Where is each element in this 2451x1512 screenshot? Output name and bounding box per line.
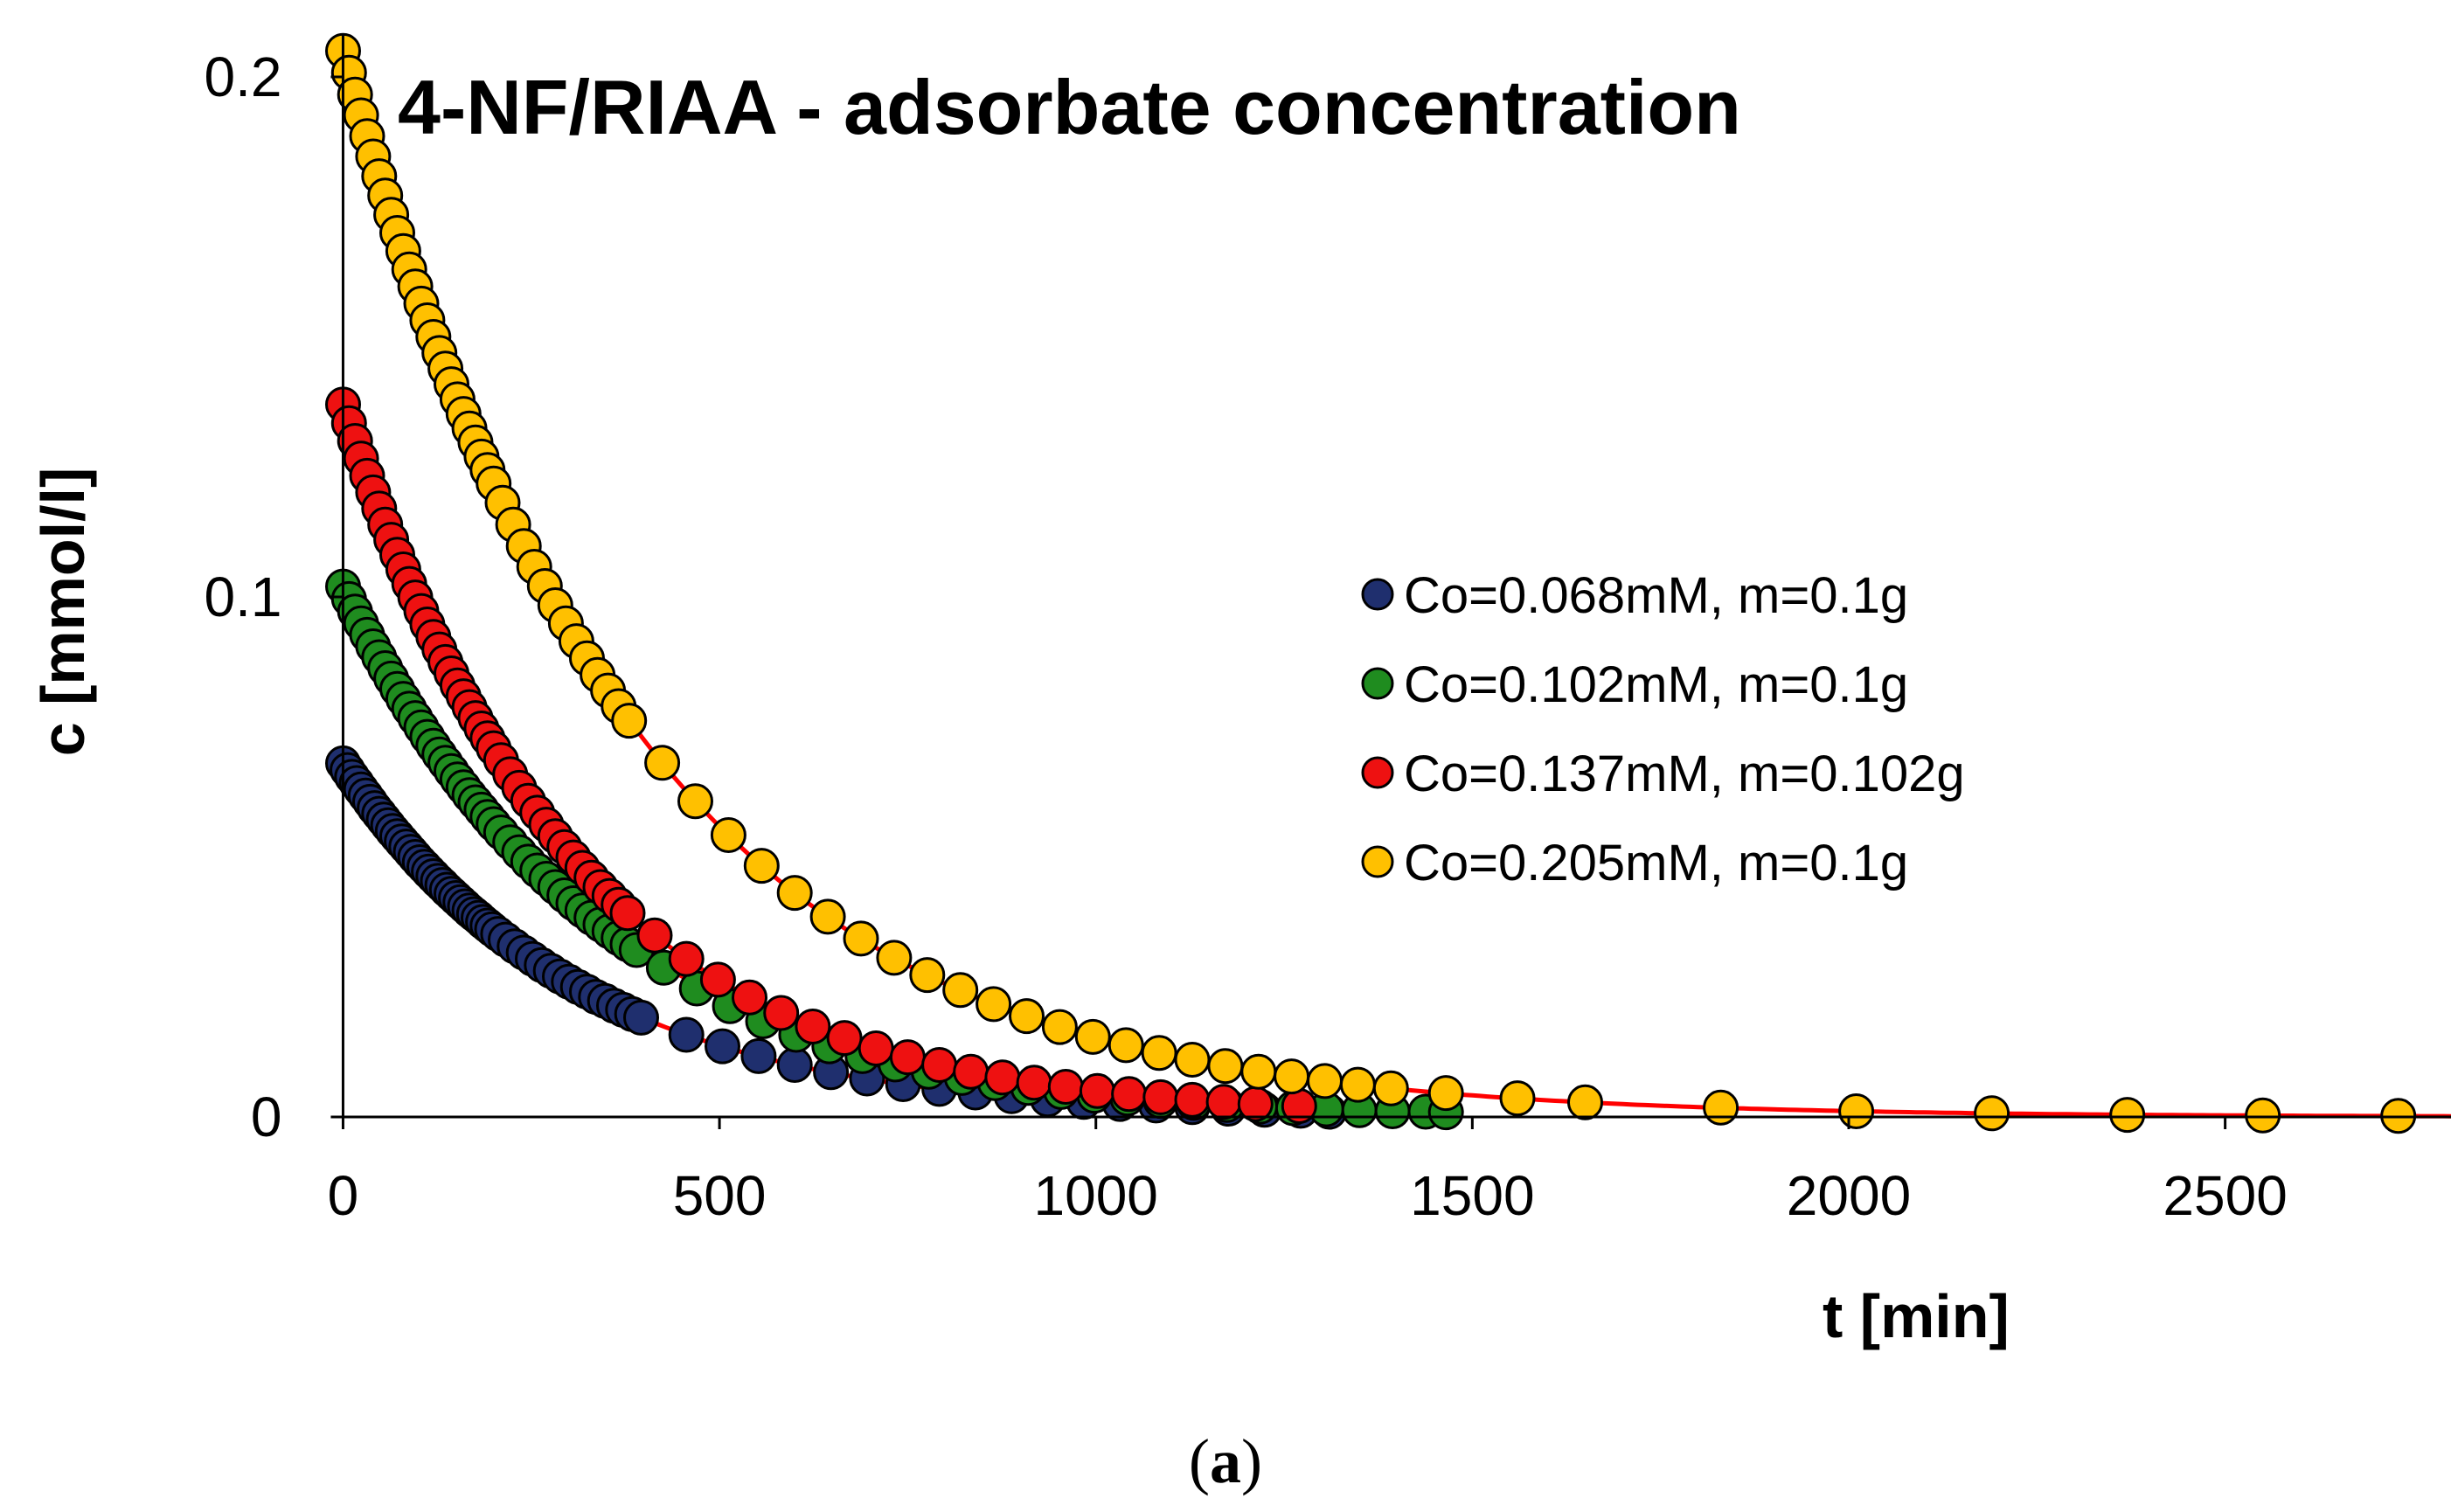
data-point — [644, 745, 681, 781]
data-point — [1174, 1081, 1211, 1118]
data-point — [732, 979, 767, 1016]
x-tick-label: 2000 — [1787, 1164, 1911, 1227]
data-point — [740, 1037, 777, 1074]
legend-marker — [1361, 756, 1394, 789]
data-point — [2109, 1097, 2146, 1134]
data-point — [1427, 1075, 1464, 1112]
data-point — [1274, 1058, 1310, 1095]
y-tick-label: 0.2 — [204, 45, 281, 108]
axes-layer — [341, 35, 2451, 1119]
data-point — [942, 972, 979, 1009]
data-point — [1142, 1079, 1179, 1115]
data-point — [1240, 1053, 1277, 1090]
data-point — [776, 1047, 813, 1083]
data-point — [1703, 1089, 1739, 1126]
data-point — [1339, 1066, 1376, 1103]
data-point — [843, 920, 879, 957]
data-point — [809, 898, 846, 935]
data-point — [953, 1053, 989, 1090]
data-point — [705, 1028, 740, 1065]
data-point — [743, 848, 780, 884]
figure-caption: (a) — [1189, 1426, 1262, 1496]
data-point — [889, 1039, 926, 1076]
data-point — [609, 895, 646, 932]
series-4-points — [325, 32, 2417, 1134]
caption-letter: a — [1210, 1426, 1241, 1496]
caption-open-paren: ( — [1189, 1426, 1210, 1496]
legend-marker — [1361, 667, 1394, 700]
data-point — [636, 917, 673, 954]
legend-label: Co=0.137mM, m=0.102g — [1404, 746, 1965, 802]
data-point — [858, 1030, 894, 1066]
x-ticks: 0 500 1000 1500 2000 2500 — [328, 1117, 2288, 1227]
data-point — [1567, 1084, 1603, 1120]
data-point — [909, 957, 946, 994]
data-point — [1307, 1063, 1343, 1099]
chart-title: 4-NF/RIAA - adsorbate concentration — [398, 64, 1741, 150]
legend: Co=0.068mM, m=0.1g Co=0.102mM, m=0.1g Co=0… — [1361, 567, 1965, 891]
x-tick-label: 500 — [673, 1164, 767, 1227]
data-point — [1237, 1085, 1274, 1122]
y-axis-title: c [mmol/l] — [29, 468, 97, 757]
x-tick-label: 1500 — [1410, 1164, 1534, 1227]
data-point — [1499, 1080, 1536, 1117]
legend-label: Co=0.205mM, m=0.1g — [1404, 835, 1908, 891]
data-point — [776, 875, 813, 912]
data-point — [2245, 1097, 2281, 1134]
data-point — [876, 940, 913, 976]
x-tick-label: 0 — [328, 1164, 359, 1227]
data-point — [1009, 998, 1045, 1035]
y-ticks: 0 0.1 0.2 — [204, 45, 344, 1148]
data-point — [1041, 1009, 1078, 1045]
x-tick-label: 1000 — [1034, 1164, 1158, 1227]
data-point — [1372, 1070, 1409, 1106]
legend-label: Co=0.102mM, m=0.1g — [1404, 656, 1908, 713]
series-3-points — [325, 386, 1317, 1124]
data-point — [710, 817, 746, 853]
data-point — [1174, 1042, 1211, 1078]
data-point — [611, 703, 648, 739]
data-point — [795, 1009, 831, 1044]
data-point — [984, 1059, 1021, 1096]
y-tick-label: 0.1 — [204, 565, 281, 628]
data-point — [1016, 1065, 1052, 1101]
data-point — [1107, 1027, 1144, 1064]
data-point — [623, 999, 659, 1036]
data-point — [1111, 1076, 1148, 1113]
y-tick-label: 0 — [251, 1085, 282, 1148]
data-point — [1974, 1095, 2010, 1132]
data-point — [1141, 1035, 1177, 1072]
data-point — [1074, 1018, 1111, 1055]
data-point — [1207, 1048, 1244, 1085]
data-point — [1047, 1069, 1084, 1105]
data-point — [763, 995, 800, 1031]
data-point — [677, 783, 713, 820]
data-point — [976, 986, 1012, 1023]
legend-marker — [1361, 845, 1394, 878]
data-point — [1838, 1093, 1875, 1129]
data-point — [1205, 1084, 1242, 1120]
data-markers-layer — [325, 32, 2417, 1134]
legend-label: Co=0.068mM, m=0.1g — [1404, 567, 1908, 624]
data-point — [699, 961, 736, 998]
data-point — [826, 1020, 863, 1057]
x-tick-label: 2500 — [2163, 1164, 2287, 1227]
caption-close-paren: ) — [1241, 1426, 1262, 1496]
data-point — [668, 1016, 705, 1053]
data-point — [921, 1047, 958, 1083]
x-axis-title: t [min] — [1823, 1282, 2010, 1350]
legend-marker — [1361, 578, 1394, 611]
data-point — [668, 940, 705, 977]
data-point — [1079, 1072, 1115, 1109]
